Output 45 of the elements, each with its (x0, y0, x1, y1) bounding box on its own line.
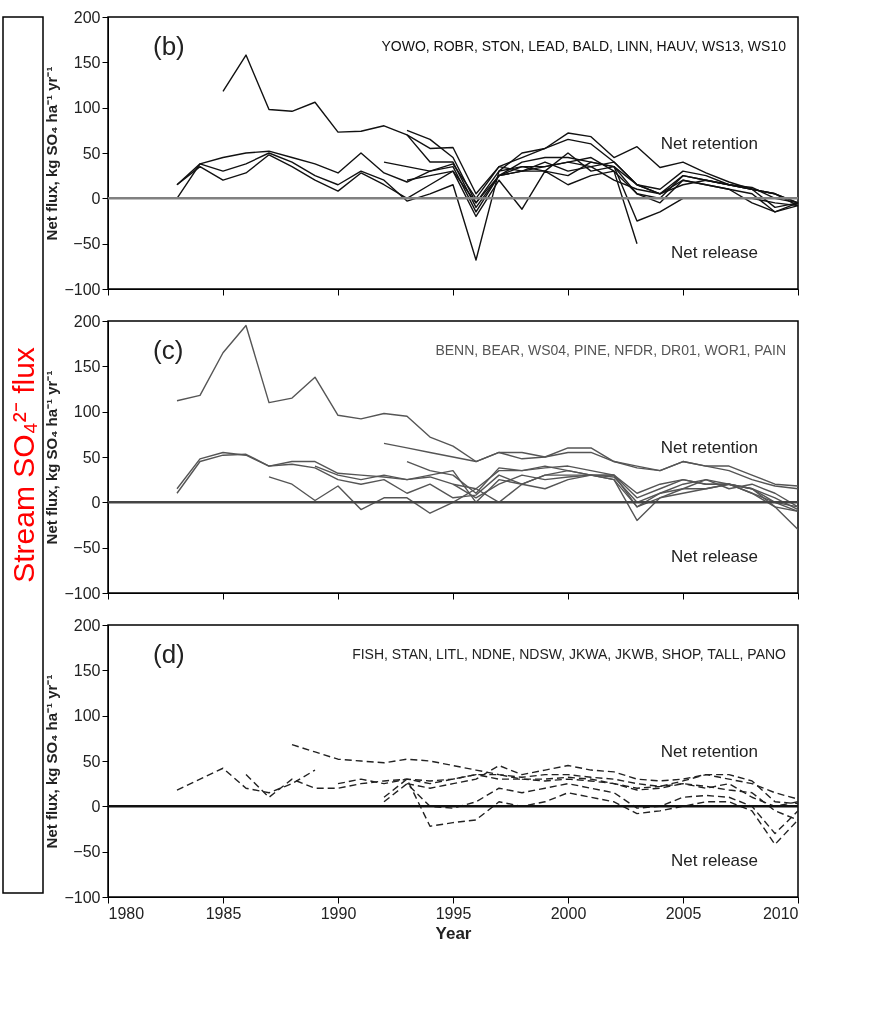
y-tick-label: −100 (64, 280, 101, 298)
annotation: FISH, STAN, LITL, NDNE, NDSW, JKWA, JKWB, SHOP, TALL, PANO (352, 646, 787, 662)
y-tick-label: 50 (82, 752, 101, 770)
x-axis-title: Year (435, 923, 472, 943)
y-tick-label: −100 (64, 584, 101, 602)
x-tick-label: 1980 (108, 904, 145, 922)
y-tick-label: 0 (91, 189, 101, 207)
y-tick-label: 200 (73, 312, 101, 330)
y-tick-label: 150 (73, 661, 101, 679)
y-tick-label: 200 (73, 616, 101, 634)
y-tick-label: 50 (82, 448, 101, 466)
x-tick-label: 1990 (320, 904, 357, 922)
y-tick-label: 100 (73, 707, 101, 725)
y-tick-label: 50 (82, 144, 101, 162)
annotation: (b) (153, 31, 185, 61)
annotation: Net retention (660, 741, 758, 761)
annotation: Net release (671, 242, 758, 262)
y-tick-label: 150 (73, 53, 101, 71)
annotation: YOWO, ROBR, STON, LEAD, BALD, LINN, HAUV, WS13, WS10 (381, 38, 787, 54)
y-axis-title: Net flux, kg SO₄ ha⁻¹ yr⁻¹ (43, 370, 61, 545)
annotation: Net release (671, 546, 758, 566)
annotation: Net retention (660, 133, 758, 153)
y-tick-label: 0 (91, 493, 101, 511)
y-tick-label: 200 (73, 8, 101, 26)
y-tick-label: 100 (73, 403, 101, 421)
annotation: BENN, BEAR, WS04, PINE, NFDR, DR01, WOR1, PAIN (435, 342, 786, 358)
y-axis-title: Net flux, kg SO₄ ha⁻¹ yr⁻¹ (43, 66, 61, 241)
y-tick-label: 0 (91, 797, 101, 815)
x-tick-label: 1985 (205, 904, 242, 922)
annotation: (c) (153, 335, 184, 365)
x-tick-label: 1995 (435, 904, 472, 922)
y-tick-label: −100 (64, 888, 101, 906)
text: Stream SO₄²⁻ flux (7, 347, 40, 583)
y-tick-label: −50 (73, 235, 101, 253)
annotation: (d) (153, 639, 185, 669)
x-tick-label: 2000 (550, 904, 587, 922)
y-tick-label: 100 (73, 99, 101, 117)
y-tick-label: −50 (73, 843, 101, 861)
annotation: Net release (671, 850, 758, 870)
annotation: Net retention (660, 437, 758, 457)
y-tick-label: 150 (73, 357, 101, 375)
x-tick-label: 2005 (665, 904, 702, 922)
x-tick-label: 2010 (762, 904, 799, 922)
y-axis-title: Net flux, kg SO₄ ha⁻¹ yr⁻¹ (43, 674, 61, 849)
y-tick-label: −50 (73, 539, 101, 557)
